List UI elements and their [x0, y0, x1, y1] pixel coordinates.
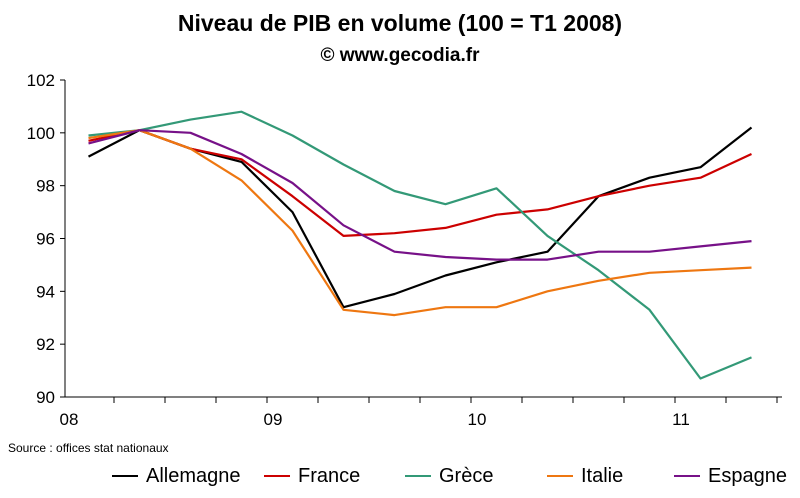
legend-swatch	[264, 475, 290, 477]
series-line-allemagne	[87, 126, 753, 309]
legend-item: Italie	[547, 461, 623, 491]
series-line-grce	[88, 110, 752, 380]
legend-item: Grèce	[405, 461, 493, 491]
legend-label: Espagne	[708, 464, 787, 487]
legend-item: France	[264, 461, 360, 491]
series-line-espagne	[88, 129, 752, 261]
y-tick-label: 94	[36, 282, 55, 301]
y-tick-label: 92	[36, 335, 55, 354]
chart-title: Niveau de PIB en volume (100 = T1 2008)	[177, 10, 623, 36]
legend-item: Espagne	[674, 461, 787, 491]
x-tick-label: 09	[264, 410, 283, 429]
chart-subtitle: © www.gecodia.fr	[320, 45, 480, 66]
legend-label: Italie	[581, 464, 624, 487]
y-tick-label: 100	[27, 124, 55, 143]
legend-label: France	[298, 464, 361, 487]
y-tick-label: 90	[36, 388, 55, 407]
legend-swatch	[547, 475, 573, 477]
y-tick-label: 98	[36, 177, 55, 196]
x-tick-label: 11	[672, 410, 690, 429]
legend-label: Grèce	[439, 464, 494, 487]
series-line-italie	[88, 129, 752, 317]
legend: Allemagne France Grèce Italie Espagne	[0, 461, 800, 491]
source-note: Source : offices stat nationaux	[8, 441, 169, 455]
x-tick-label: 10	[468, 410, 487, 429]
y-tick-label: 102	[27, 71, 55, 90]
legend-swatch	[112, 475, 138, 477]
legend-swatch	[674, 475, 700, 477]
legend-label: Allemagne	[146, 464, 241, 487]
y-tick-label: 96	[36, 230, 55, 249]
legend-swatch	[405, 475, 431, 477]
legend-item: Allemagne	[112, 461, 241, 491]
series-line-france	[88, 129, 752, 237]
x-tick-label: 08	[60, 410, 79, 429]
